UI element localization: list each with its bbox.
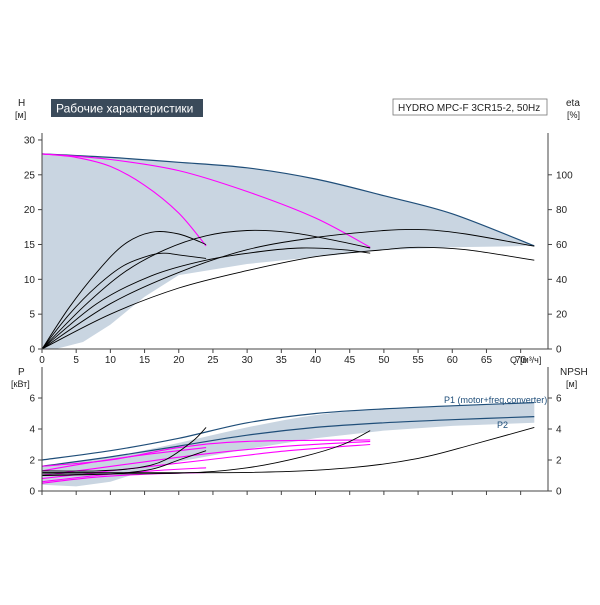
x-tick-label: 60	[447, 355, 459, 366]
x-tick-label: 35	[276, 355, 288, 366]
series-p-pink-4	[41, 439, 371, 467]
model-label: HYDRO MPC-F 3CR15-2, 50Hz	[398, 103, 540, 114]
x-tick-label: 15	[139, 355, 151, 366]
series-eta-5	[41, 247, 371, 350]
q-axis-label: Q	[510, 355, 517, 365]
y-tick-label: 10	[24, 275, 36, 286]
series-p1-envelope	[41, 402, 535, 461]
series-eta-1	[41, 231, 207, 350]
y-tick-label: 4	[29, 425, 35, 436]
y-tick-label: 25	[24, 170, 36, 181]
series-qh-1	[41, 153, 207, 247]
title-badge-bg	[51, 99, 203, 117]
p-axis-label: P	[18, 367, 25, 378]
y2-tick-label: 80	[556, 205, 568, 216]
y2-tick-label: 2	[556, 456, 562, 467]
x-tick-label: 5	[73, 355, 79, 366]
eta-axis-label: eta	[566, 98, 580, 109]
legend-p1: P1 (motor+freq.converter)	[444, 395, 547, 405]
npsh-axis-unit: [м]	[566, 379, 577, 389]
series-npsh-1	[41, 427, 207, 472]
x-tick-label: 50	[378, 355, 390, 366]
y2-tick-label: 20	[556, 310, 568, 321]
y2-tick-label: 40	[556, 275, 568, 286]
series-npsh-2	[41, 430, 371, 475]
y2-tick-label: 6	[556, 394, 562, 405]
x-tick-label: 0	[39, 355, 45, 366]
y-tick-label: 6	[29, 394, 35, 405]
y-tick-label: 20	[24, 205, 36, 216]
series-p2-envelope	[41, 416, 535, 467]
model-label-box	[392, 98, 548, 116]
q-axis-unit: [м³/ч]	[520, 355, 541, 365]
x-tick-label: 10	[105, 355, 117, 366]
x-tick-label: 20	[173, 355, 185, 366]
x-tick-label: 70	[515, 355, 527, 366]
x-tick-label: 25	[207, 355, 219, 366]
y-tick-label: 5	[29, 310, 35, 321]
y2-tick-label: 0	[556, 345, 562, 356]
h-axis-unit: [м]	[15, 110, 26, 120]
y-tick-label: 15	[24, 240, 36, 251]
series-eta-6	[41, 246, 535, 350]
series-eta-3	[41, 228, 535, 350]
y-tick-label: 2	[29, 456, 35, 467]
x-tick-label: 45	[344, 355, 356, 366]
x-tick-label: 30	[242, 355, 254, 366]
x-tick-label: 65	[481, 355, 493, 366]
series-eta-4	[41, 252, 207, 350]
y2-tick-label: 4	[556, 425, 562, 436]
series-layer	[41, 153, 535, 484]
legend-p2: P2	[497, 420, 508, 430]
title-badge: Рабочие характеристики	[56, 102, 193, 116]
series-npsh-3	[41, 426, 535, 474]
series-npsh-4	[41, 450, 207, 476]
p-axis-unit: [кВт]	[11, 379, 30, 389]
y2-tick-label: 60	[556, 240, 568, 251]
axes-layer	[41, 133, 549, 492]
y-tick-label: 0	[29, 487, 35, 498]
x-tick-label: 55	[413, 355, 425, 366]
y-tick-label: 30	[24, 135, 36, 146]
series-qh-envelope	[41, 153, 535, 247]
band-layer	[42, 153, 535, 487]
series-qh-2	[41, 153, 371, 248]
npsh-axis-label: NPSH	[560, 367, 588, 378]
y2-tick-label: 100	[556, 170, 573, 181]
y-tick-label: 0	[29, 345, 35, 356]
h-axis-label: H	[18, 98, 25, 109]
eta-axis-unit: [%]	[567, 110, 580, 120]
operating-band-1	[42, 403, 535, 487]
series-p-pink-2	[41, 440, 371, 477]
x-tick-label: 40	[310, 355, 322, 366]
y2-tick-label: 0	[556, 487, 562, 498]
